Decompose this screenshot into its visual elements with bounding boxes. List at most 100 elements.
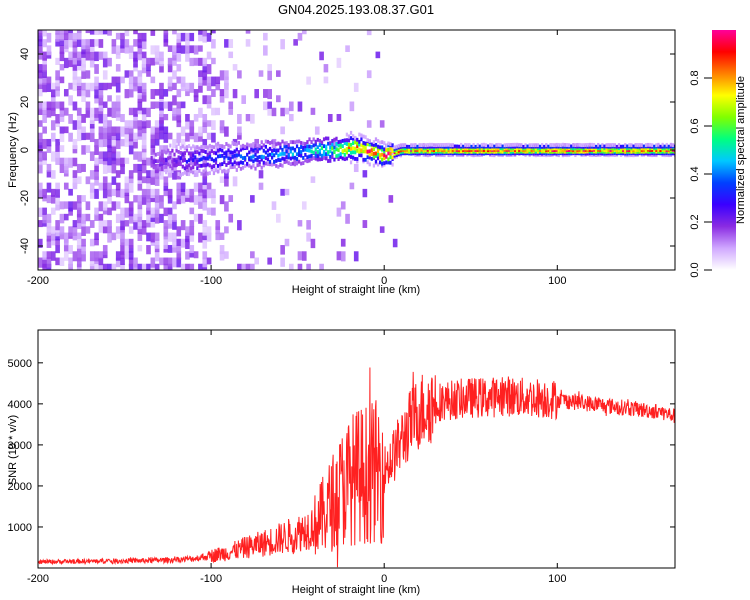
spectrogram-cell	[176, 101, 182, 109]
spectrogram-cell	[107, 126, 112, 136]
spectrogram-ridge-cell	[387, 141, 390, 146]
spectrogram-ridge-cell	[649, 146, 652, 151]
spectrogram-cell	[245, 263, 251, 270]
spectrogram-cell	[42, 188, 47, 199]
spectrogram-cell	[237, 126, 242, 136]
spectrogram-ridge-cell	[389, 151, 392, 156]
spectrogram-cell	[81, 64, 86, 72]
spectrogram-cell	[224, 76, 229, 86]
spectrogram-ridge-cell	[308, 148, 311, 153]
spectrogram-cell	[146, 232, 151, 242]
spectrogram-ridge-cell	[343, 138, 346, 143]
colorbar-tick-label: 0.0	[689, 262, 701, 277]
spectrogram-cell	[206, 76, 212, 87]
spectrogram-ridge-cell	[300, 141, 303, 145]
spectrogram-cell	[124, 126, 130, 135]
spectrogram-cell	[193, 157, 199, 166]
spectrogram-cell	[72, 138, 78, 150]
spectrogram-cell	[180, 32, 186, 42]
spectrogram-ridge-cell	[231, 154, 234, 159]
spectrogram-cell	[198, 213, 203, 224]
spectrogram-cell	[85, 226, 91, 234]
spectrogram-ridge-cell	[470, 144, 473, 149]
spectrogram-cell	[180, 76, 186, 87]
spectrogram-ridge-cell	[356, 141, 359, 146]
spectrogram-cell	[163, 176, 169, 187]
spectrogram-cell	[38, 89, 43, 97]
spectrogram-cell	[224, 126, 229, 137]
spectrogram-ridge-cell	[221, 153, 224, 158]
spectrogram-cell	[280, 188, 285, 196]
spectrogram-ridge-cell	[281, 163, 284, 168]
spectrogram-cell	[167, 213, 173, 224]
spectrogram-cell	[219, 245, 225, 255]
spectrogram-cell	[310, 176, 316, 183]
spectrogram-cell	[124, 138, 130, 147]
spectrogram-cell	[154, 251, 160, 262]
spectrogram-cell	[115, 226, 121, 234]
spectrogram-ridge-cell	[568, 143, 571, 148]
spectrogram-ridge-cell	[339, 142, 342, 147]
spectrogram-ridge-cell	[233, 149, 236, 154]
spectrogram-cell	[38, 101, 43, 110]
spectrogram-ridge-cell	[663, 144, 666, 149]
spectrogram-ridge-cell	[318, 148, 322, 153]
spectrogram-ridge-cell	[329, 158, 332, 163]
spectrogram-cell	[336, 251, 342, 261]
spectrogram-cell	[176, 182, 182, 191]
spectrogram-ridge-cell	[173, 163, 176, 168]
spectrogram-cell	[46, 145, 52, 153]
spectrogram-cell	[137, 101, 143, 111]
spectrogram-ridge-cell	[268, 146, 272, 151]
spectrogram-ridge-cell	[270, 155, 274, 160]
spectrogram-cell	[89, 257, 95, 267]
spectrogram-y-tick-label: -40	[19, 238, 31, 254]
spectrogram-cell	[50, 232, 56, 241]
spectrogram-cell	[72, 251, 78, 262]
spectrogram-cell	[107, 82, 112, 90]
spectrogram-cell	[63, 245, 69, 252]
spectrogram-cell	[102, 70, 108, 80]
spectrogram-cell	[172, 201, 177, 210]
spectrogram-ridge-cell	[476, 143, 479, 147]
spectrogram-cell	[215, 226, 221, 235]
spectrogram-ridge-cell	[366, 160, 369, 165]
spectrogram-ridge-cell	[260, 157, 263, 162]
spectrogram-ridge-cell	[331, 146, 334, 151]
spectrogram-cell	[176, 195, 182, 205]
spectrogram-ridge-cell	[291, 152, 295, 157]
spectrogram-cell	[94, 138, 99, 148]
spectrogram-cell	[159, 157, 164, 167]
spectrogram-cell	[85, 145, 91, 154]
spectrogram-ridge-cell	[287, 152, 290, 157]
spectrogram-ridge-cell	[331, 139, 334, 143]
spectrogram-ridge-cell	[632, 146, 635, 151]
spectrogram-cell	[172, 30, 177, 35]
spectrogram-cell	[288, 101, 294, 112]
spectrogram-cell	[42, 220, 47, 227]
spectrogram-cell	[85, 213, 91, 222]
spectrogram-cell	[163, 257, 169, 266]
spectrogram-cell	[59, 30, 65, 35]
spectrogram-ridge-cell	[246, 146, 249, 150]
spectrogram-cell	[63, 89, 69, 97]
spectrogram-cell	[280, 39, 285, 50]
spectrogram-ridge-cell	[156, 164, 159, 169]
spectrogram-ridge-cell	[501, 144, 504, 149]
spectrogram-cell	[280, 126, 285, 135]
spectrogram-cell	[76, 232, 82, 240]
spectrogram-ridge-cell	[507, 142, 511, 147]
spectrogram-ridge-cell	[214, 168, 218, 173]
spectrogram-cell	[167, 263, 173, 270]
spectrogram-cell	[89, 170, 95, 180]
spectrogram-ridge-cell	[443, 148, 446, 153]
snr-x-label: Height of straight line (km)	[292, 584, 420, 596]
spectrogram-ridge-cell	[505, 149, 508, 154]
spectrogram-ridge-cell	[233, 164, 236, 169]
spectrogram-ridge-cell	[246, 161, 249, 166]
spectrogram-cell	[72, 226, 78, 236]
spectrogram-ridge-cell	[283, 157, 286, 162]
spectrogram-ridge-cell	[156, 152, 159, 156]
spectrogram-cell	[59, 101, 65, 111]
spectrogram-cell	[206, 82, 212, 91]
